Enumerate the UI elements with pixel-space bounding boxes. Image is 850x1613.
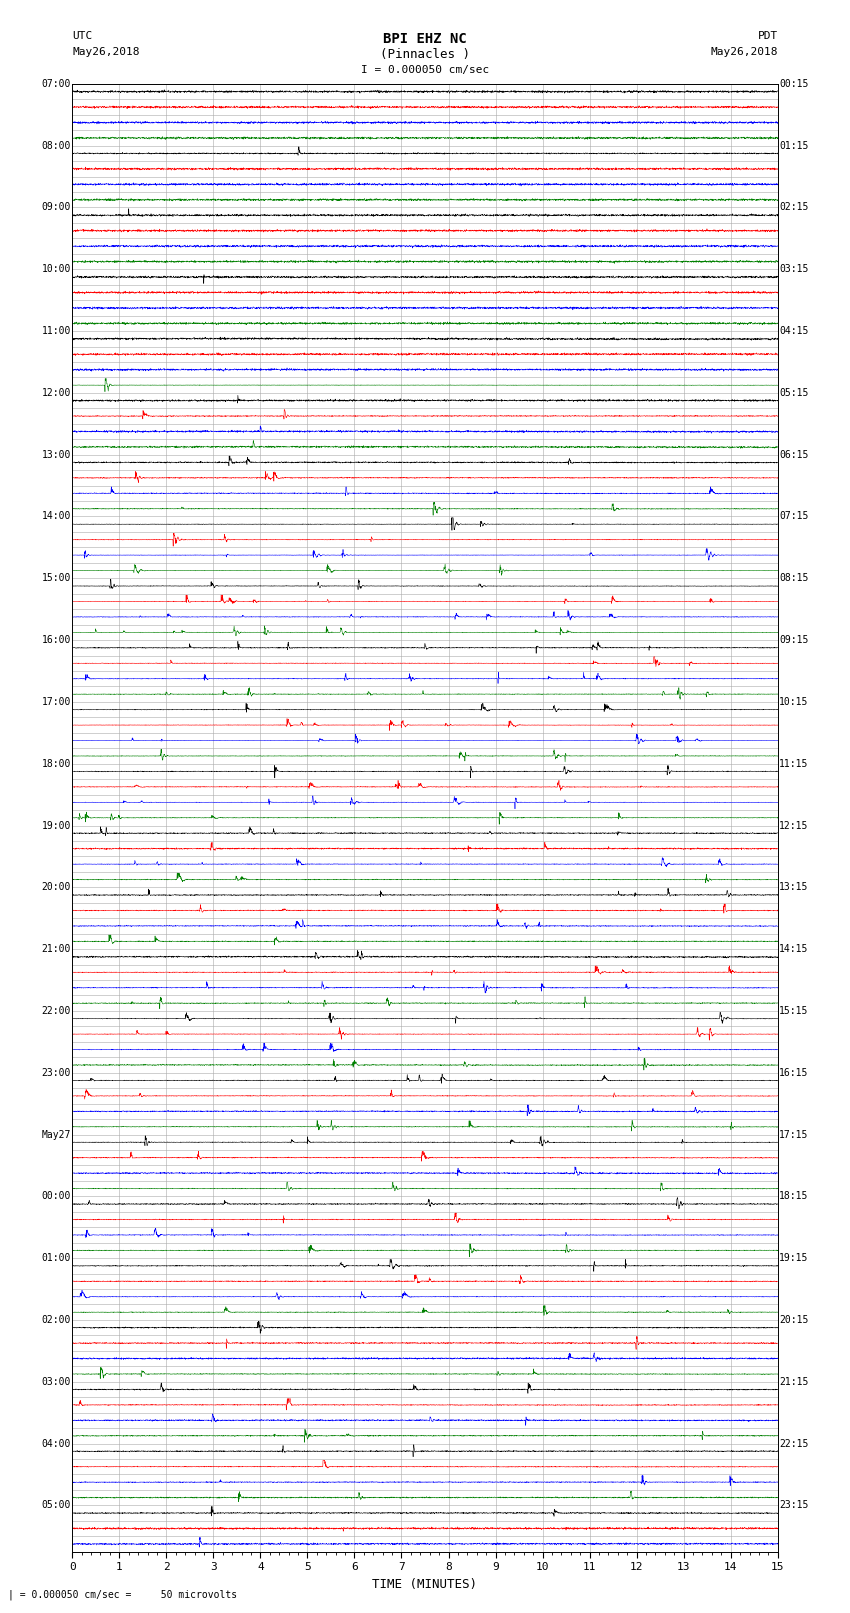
Text: 11:00: 11:00 — [42, 326, 71, 336]
Text: 21:00: 21:00 — [42, 944, 71, 955]
Text: 17:00: 17:00 — [42, 697, 71, 706]
Text: May27: May27 — [42, 1129, 71, 1139]
Text: 00:15: 00:15 — [779, 79, 808, 89]
Text: 16:00: 16:00 — [42, 636, 71, 645]
Text: 02:15: 02:15 — [779, 203, 808, 213]
Text: 03:00: 03:00 — [42, 1378, 71, 1387]
Text: (Pinnacles ): (Pinnacles ) — [380, 48, 470, 61]
Text: 16:15: 16:15 — [779, 1068, 808, 1077]
Text: 19:15: 19:15 — [779, 1253, 808, 1263]
Text: 13:15: 13:15 — [779, 882, 808, 892]
Text: 17:15: 17:15 — [779, 1129, 808, 1139]
Text: 09:15: 09:15 — [779, 636, 808, 645]
Text: 07:15: 07:15 — [779, 511, 808, 521]
Text: BPI EHZ NC: BPI EHZ NC — [383, 32, 467, 47]
Text: I = 0.000050 cm/sec: I = 0.000050 cm/sec — [361, 65, 489, 74]
Text: May26,2018: May26,2018 — [711, 47, 778, 56]
Text: 06:15: 06:15 — [779, 450, 808, 460]
Text: 23:15: 23:15 — [779, 1500, 808, 1510]
Text: 10:00: 10:00 — [42, 265, 71, 274]
Text: 13:00: 13:00 — [42, 450, 71, 460]
Text: 23:00: 23:00 — [42, 1068, 71, 1077]
Text: 15:15: 15:15 — [779, 1007, 808, 1016]
Text: 18:00: 18:00 — [42, 758, 71, 769]
Text: 14:15: 14:15 — [779, 944, 808, 955]
Text: 09:00: 09:00 — [42, 203, 71, 213]
Text: 05:15: 05:15 — [779, 387, 808, 398]
Text: 01:00: 01:00 — [42, 1253, 71, 1263]
Text: 22:15: 22:15 — [779, 1439, 808, 1448]
Text: 08:15: 08:15 — [779, 573, 808, 584]
Text: 04:00: 04:00 — [42, 1439, 71, 1448]
Text: | = 0.000050 cm/sec =     50 microvolts: | = 0.000050 cm/sec = 50 microvolts — [8, 1589, 238, 1600]
Text: UTC: UTC — [72, 31, 93, 40]
Text: 15:00: 15:00 — [42, 573, 71, 584]
Text: 12:15: 12:15 — [779, 821, 808, 831]
Text: 03:15: 03:15 — [779, 265, 808, 274]
Text: 05:00: 05:00 — [42, 1500, 71, 1510]
Text: 22:00: 22:00 — [42, 1007, 71, 1016]
Text: 00:00: 00:00 — [42, 1192, 71, 1202]
Text: 20:00: 20:00 — [42, 882, 71, 892]
Text: May26,2018: May26,2018 — [72, 47, 139, 56]
Text: 10:15: 10:15 — [779, 697, 808, 706]
Text: 01:15: 01:15 — [779, 140, 808, 150]
Text: 11:15: 11:15 — [779, 758, 808, 769]
Text: 08:00: 08:00 — [42, 140, 71, 150]
Text: 21:15: 21:15 — [779, 1378, 808, 1387]
Text: 07:00: 07:00 — [42, 79, 71, 89]
Text: PDT: PDT — [757, 31, 778, 40]
Text: 19:00: 19:00 — [42, 821, 71, 831]
Text: 04:15: 04:15 — [779, 326, 808, 336]
Text: 12:00: 12:00 — [42, 387, 71, 398]
Text: 18:15: 18:15 — [779, 1192, 808, 1202]
Text: 02:00: 02:00 — [42, 1315, 71, 1324]
Text: 14:00: 14:00 — [42, 511, 71, 521]
Text: 20:15: 20:15 — [779, 1315, 808, 1324]
X-axis label: TIME (MINUTES): TIME (MINUTES) — [372, 1578, 478, 1590]
